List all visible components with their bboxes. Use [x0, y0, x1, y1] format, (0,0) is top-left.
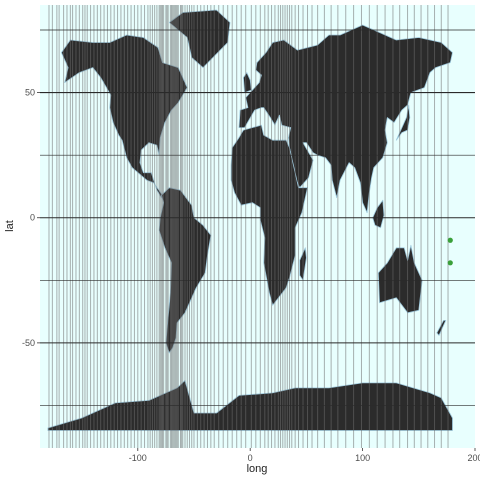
- y-tick-label: 50: [25, 88, 35, 98]
- data-points: [447, 237, 453, 266]
- horizontal-reference-lines: [40, 29, 475, 406]
- x-tick-label: 100: [355, 453, 370, 463]
- x-tick-label: -100: [129, 453, 147, 463]
- y-tick-label: 0: [30, 213, 35, 223]
- data-point: [447, 237, 453, 243]
- x-tick-label: 0: [248, 453, 253, 463]
- y-axis-ticks: -50 0 50: [22, 88, 40, 348]
- x-axis-title: long: [247, 463, 268, 475]
- x-axis-ticks: -100 0 100 200: [129, 448, 480, 463]
- y-tick-label: -50: [22, 338, 35, 348]
- x-tick-label: 200: [467, 453, 480, 463]
- vertical-reference-lines: [48, 5, 449, 448]
- y-axis-title: lat: [4, 220, 16, 232]
- data-point: [447, 260, 453, 266]
